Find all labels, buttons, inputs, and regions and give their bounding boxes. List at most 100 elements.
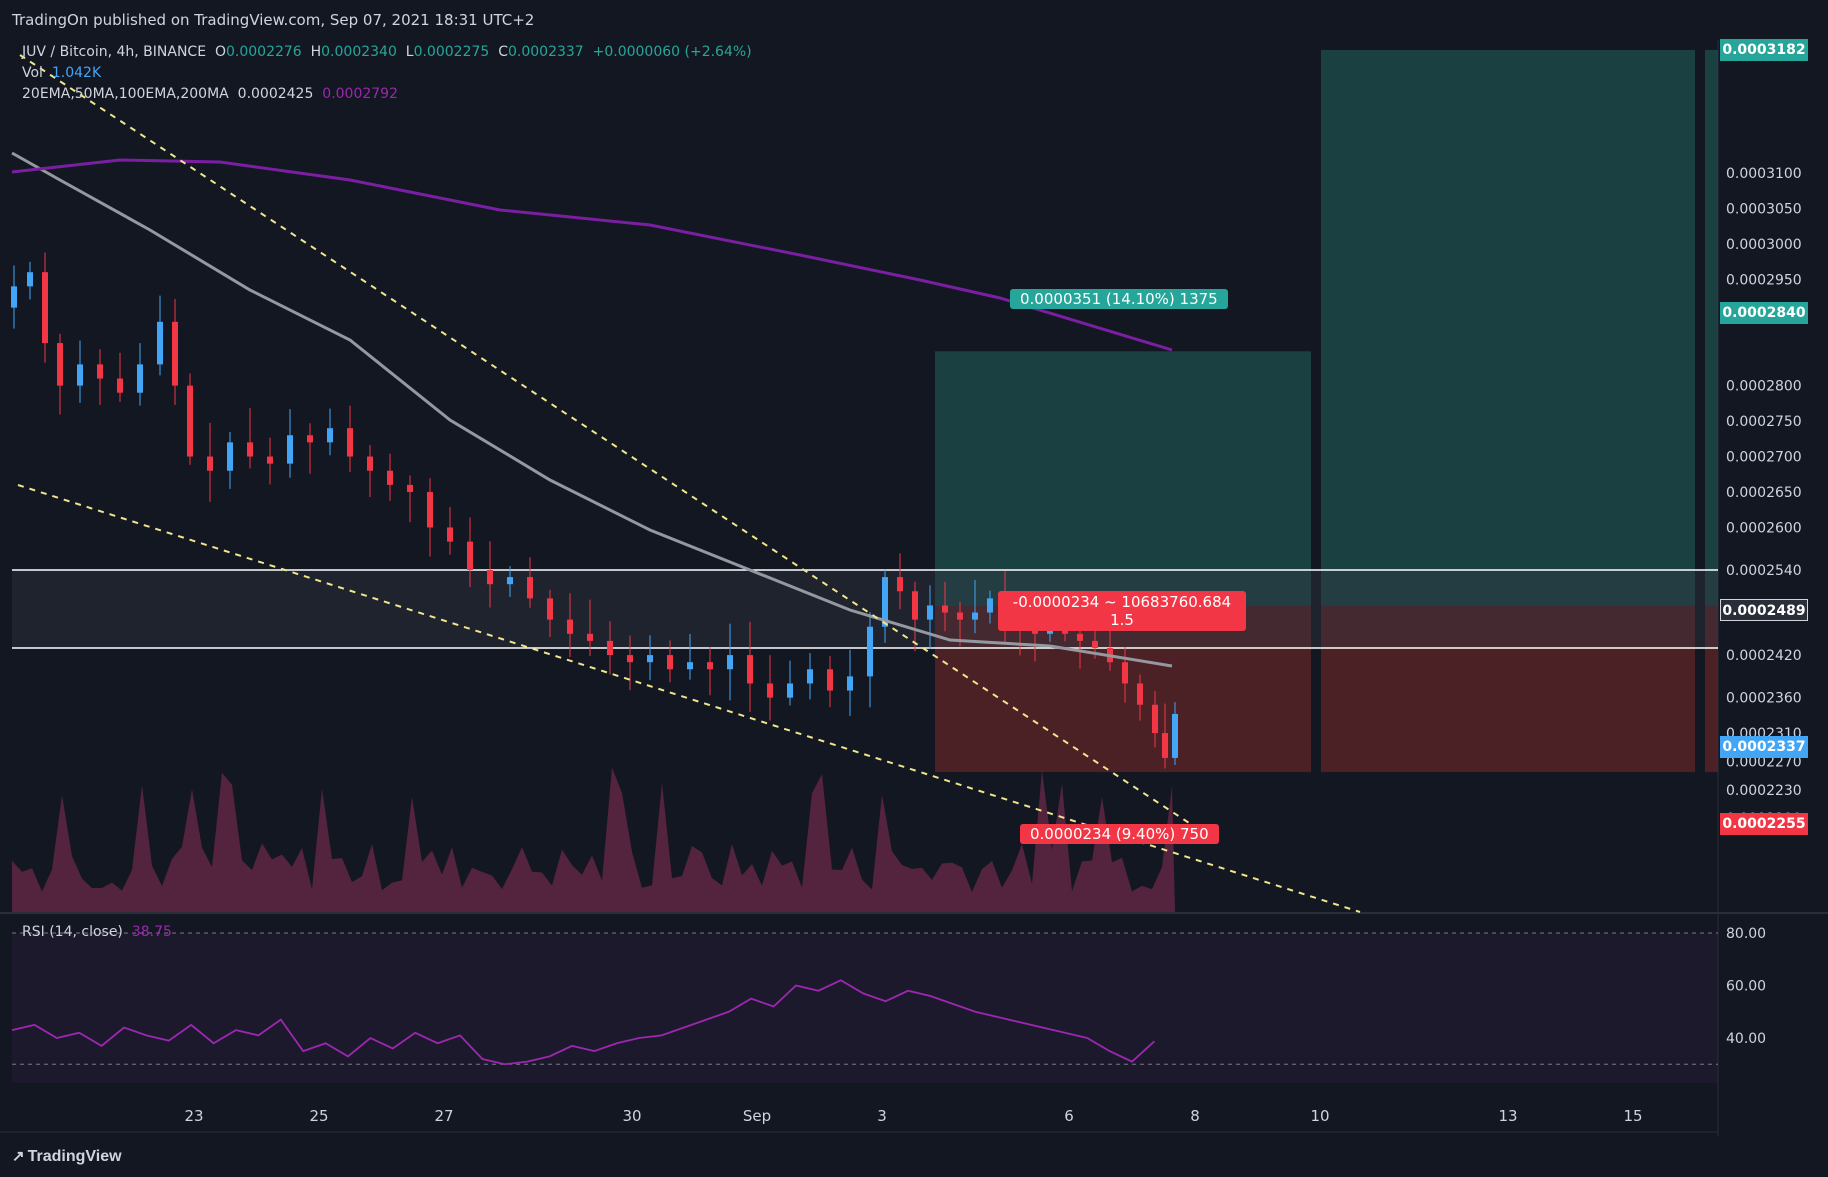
- ma-gray-line[interactable]: [11, 151, 1173, 668]
- time-tick-label: 3: [877, 1107, 887, 1125]
- candle-body[interactable]: [1092, 640, 1098, 648]
- candle-body[interactable]: [567, 619, 573, 634]
- candle-body[interactable]: [587, 633, 593, 641]
- rsi-line[interactable]: [11, 979, 1156, 1066]
- candle-body[interactable]: [1152, 704, 1158, 734]
- candle-body[interactable]: [767, 683, 773, 698]
- candle-body[interactable]: [897, 577, 903, 592]
- candle-body[interactable]: [27, 272, 33, 287]
- open-label: O: [214, 44, 226, 60]
- candle-body[interactable]: [547, 598, 553, 620]
- price-tick-label: 0.0003100: [1726, 166, 1802, 182]
- candle-body[interactable]: [307, 435, 313, 443]
- candle-body[interactable]: [647, 655, 653, 663]
- candle-body[interactable]: [287, 435, 293, 464]
- upper-trendline[interactable]: [19, 54, 1216, 841]
- candle-body[interactable]: [487, 570, 493, 585]
- candle-body[interactable]: [942, 605, 948, 613]
- candle-body[interactable]: [347, 428, 353, 457]
- candle-body[interactable]: [987, 598, 993, 613]
- candle-body[interactable]: [687, 662, 693, 670]
- candle-body[interactable]: [507, 577, 513, 585]
- time-tick-label: 8: [1190, 1107, 1200, 1125]
- candle-body[interactable]: [97, 364, 103, 379]
- time-tick-label: 13: [1498, 1107, 1517, 1125]
- ma-purple-line[interactable]: [11, 158, 1173, 352]
- stop-label[interactable]: 0.0000234 (9.40%) 750: [1020, 824, 1219, 844]
- candle-body[interactable]: [247, 442, 253, 457]
- candle-body[interactable]: [1172, 713, 1178, 758]
- rsi-band-background: [12, 933, 1718, 1083]
- price-tag-last: 0.0002337: [1720, 736, 1808, 758]
- target-label[interactable]: 0.0000351 (14.10%) 1375: [1010, 289, 1228, 309]
- low-label: L: [405, 44, 414, 60]
- rsi-label[interactable]: RSI (14, close): [22, 924, 123, 940]
- candle-body[interactable]: [827, 669, 833, 691]
- price-tag-stop: 0.0002255: [1720, 813, 1808, 835]
- candle-body[interactable]: [77, 364, 83, 386]
- symbol-label[interactable]: JUV / Bitcoin, 4h, BINANCE: [22, 44, 207, 60]
- tradingview-logo[interactable]: ↗ TradingView: [12, 1136, 122, 1177]
- close-label: C: [498, 44, 508, 60]
- candle-body[interactable]: [727, 655, 733, 670]
- candle-body[interactable]: [957, 612, 963, 620]
- volume-area: [12, 767, 1175, 912]
- price-tag-upper-target: 0.0003182: [1720, 39, 1808, 61]
- candle-body[interactable]: [172, 321, 178, 386]
- candle-body[interactable]: [207, 456, 213, 471]
- time-tick-label: Sep: [743, 1107, 771, 1125]
- publisher-header: TradingOn published on TradingView.com, …: [0, 0, 1828, 40]
- candle-body[interactable]: [912, 591, 918, 620]
- price-tick-label: 0.0003050: [1726, 201, 1802, 217]
- candle-body[interactable]: [467, 541, 473, 570]
- time-tick-label: 15: [1623, 1107, 1642, 1125]
- candle-body[interactable]: [867, 626, 873, 677]
- candle-body[interactable]: [1137, 683, 1143, 705]
- candle-body[interactable]: [847, 676, 853, 691]
- publisher-text: TradingOn published on TradingView.com, …: [12, 11, 535, 29]
- candle-body[interactable]: [747, 655, 753, 684]
- price-tick-label: 0.0002700: [1726, 450, 1802, 466]
- candle-body[interactable]: [117, 378, 123, 393]
- time-tick-label: 10: [1310, 1107, 1329, 1125]
- entry-label[interactable]: -0.0000234 ~ 10683760.684 1.5: [998, 591, 1246, 631]
- ma-value-2: 0.0002792: [322, 86, 398, 102]
- candle-body[interactable]: [157, 321, 163, 365]
- candle-body[interactable]: [1122, 662, 1128, 684]
- candle-body[interactable]: [527, 577, 533, 599]
- candle-body[interactable]: [972, 612, 978, 620]
- price-tick-label: 0.0002750: [1726, 414, 1802, 430]
- candle-body[interactable]: [607, 640, 613, 656]
- candle-body[interactable]: [227, 442, 233, 471]
- candle-body[interactable]: [807, 669, 813, 684]
- candle-body[interactable]: [927, 605, 933, 620]
- candle-body[interactable]: [427, 492, 433, 528]
- candle-body[interactable]: [447, 527, 453, 542]
- candle-body[interactable]: [387, 470, 393, 485]
- candle-body[interactable]: [787, 683, 793, 698]
- candle-body[interactable]: [707, 662, 713, 670]
- candle-body[interactable]: [327, 428, 333, 443]
- candle-body[interactable]: [1162, 733, 1168, 758]
- candle-body[interactable]: [137, 364, 143, 393]
- time-tick-label: 23: [184, 1107, 203, 1125]
- vol-value: 1.042K: [51, 65, 102, 81]
- candle-body[interactable]: [11, 286, 17, 308]
- candle-body[interactable]: [267, 456, 273, 464]
- candle-body[interactable]: [42, 272, 48, 344]
- price-tick-label: 0.0002230: [1726, 783, 1802, 799]
- candle-body[interactable]: [187, 385, 193, 457]
- candle-body[interactable]: [667, 655, 673, 670]
- candle-body[interactable]: [367, 456, 373, 471]
- candle-body[interactable]: [57, 343, 63, 386]
- candle-body[interactable]: [627, 655, 633, 663]
- candle-body[interactable]: [882, 577, 888, 627]
- price-tick-label: 0.0002360: [1726, 691, 1802, 707]
- candle-body[interactable]: [1077, 633, 1083, 641]
- entry-label-line2: 1.5: [1110, 611, 1134, 629]
- vol-label[interactable]: Vol: [22, 65, 43, 81]
- entry-label-line1: -0.0000234 ~ 10683760.684: [1012, 593, 1232, 611]
- candle-body[interactable]: [407, 484, 413, 492]
- ma-label[interactable]: 20EMA,50MA,100EMA,200MA: [22, 86, 229, 102]
